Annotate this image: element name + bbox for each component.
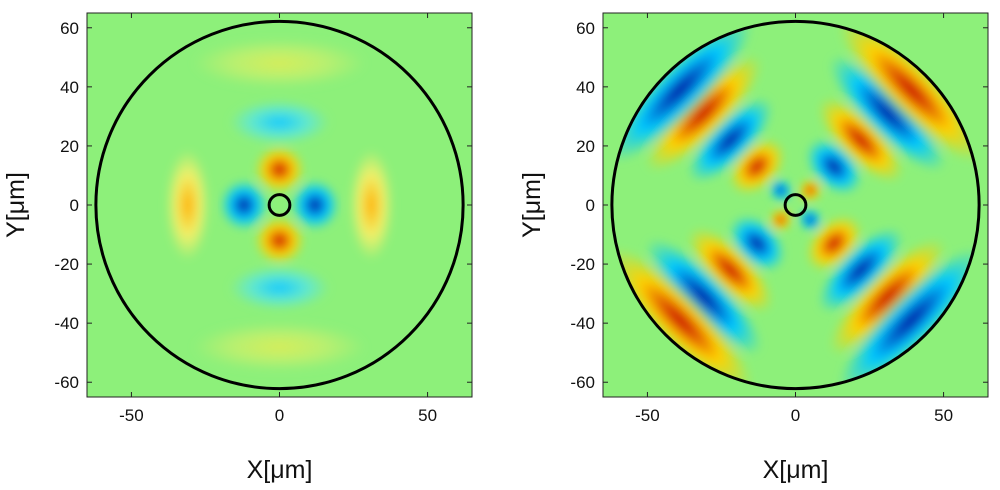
left-field-lobe-8 (349, 149, 394, 261)
right-y-tick-label: -60 (570, 373, 595, 392)
left-y-tick-label: 60 (60, 19, 79, 38)
right-x-tick-label: -50 (635, 406, 660, 425)
left-y-tick-label: -20 (54, 255, 79, 274)
left-field-lobe-2 (254, 216, 305, 265)
left-field-lobe-9 (193, 38, 366, 88)
right-y-tick-label: -20 (570, 255, 595, 274)
right-field-lobe-16 (829, 238, 946, 355)
right-field-lobe-13 (829, 55, 946, 172)
left-field-lobes (165, 38, 394, 372)
right-y-tick-label: 40 (576, 78, 595, 97)
right-field-panel: -50 0 50 60 40 20 0 -20 -40 -60 X[μm] Y[μm] (518, 12, 989, 484)
left-y-tick-label: 40 (60, 78, 79, 97)
right-field-lobe-11 (687, 97, 773, 183)
right-inner-core-circle (783, 193, 808, 217)
right-field-lobe-19 (611, 21, 753, 163)
left-field-lobe-3 (219, 179, 268, 231)
left-x-axis-label: X[μm] (247, 456, 313, 484)
left-field-lobe-7 (165, 149, 210, 261)
left-y-ticks: 60 40 20 0 -20 -40 -60 (54, 19, 472, 392)
left-y-tick-label: -40 (54, 314, 79, 333)
right-y-ticks: 60 40 20 0 -20 -40 -60 (570, 19, 988, 392)
right-field-lobe-20 (838, 247, 980, 389)
left-y-axis-label: Y[μm] (2, 172, 30, 238)
right-field-lobes (611, 21, 980, 389)
left-y-tick-label: 20 (60, 137, 79, 156)
left-inner-core-circle (267, 193, 292, 217)
right-field-lobe-2 (768, 207, 793, 232)
right-field-lobe-4 (798, 207, 823, 232)
left-x-tick-label: 0 (275, 406, 284, 425)
right-field-lobe-12 (818, 227, 904, 313)
left-x-tick-label: -50 (119, 406, 144, 425)
right-y-tick-label: -40 (570, 314, 595, 333)
left-y-tick-label: 0 (70, 196, 79, 215)
right-field-lobe-17 (838, 21, 980, 163)
left-outer-boundary-circle (94, 19, 465, 391)
right-field-lobe-18 (611, 247, 753, 389)
right-outer-boundary-circle (610, 19, 981, 391)
right-field-lobe-9 (818, 97, 904, 183)
right-y-tick-label: 60 (576, 19, 595, 38)
right-x-ticks: -50 0 50 (635, 13, 953, 425)
right-field-lobe-10 (687, 227, 773, 313)
right-x-axis-label: X[μm] (763, 456, 829, 484)
left-field-lobe-6 (229, 265, 330, 310)
right-x-tick-label: 50 (934, 406, 953, 425)
left-field-lobe-1 (254, 145, 305, 194)
right-plot-area (603, 13, 988, 397)
right-y-tick-label: 20 (576, 137, 595, 156)
right-field-lobe-14 (645, 238, 762, 355)
right-x-tick-label: 0 (791, 406, 800, 425)
left-field-lobe-4 (291, 179, 340, 231)
right-field-lobe-15 (645, 55, 762, 172)
right-y-tick-label: 0 (586, 196, 595, 215)
right-field-background (603, 13, 988, 397)
right-field-lobe-3 (768, 178, 793, 203)
left-field-lobe-5 (229, 100, 330, 145)
left-x-ticks: -50 0 50 (119, 13, 437, 425)
right-field-lobe-1 (798, 178, 823, 203)
right-y-axis-label: Y[μm] (518, 172, 546, 238)
left-field-lobe-10 (193, 322, 366, 372)
left-y-tick-label: -60 (54, 373, 79, 392)
left-field-panel: -50 0 50 60 40 20 0 -20 -40 -60 X[μm] Y[μm] (2, 12, 473, 484)
left-x-tick-label: 50 (418, 406, 437, 425)
